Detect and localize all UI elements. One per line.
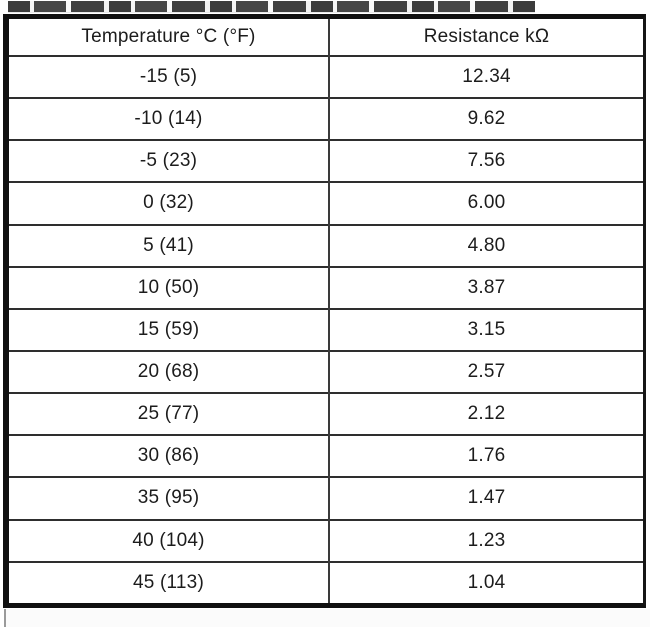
temperature-resistance-table: Temperature °C (°F) Resistance kΩ -15 (5… xyxy=(9,19,643,603)
resistance-cell: 4.80 xyxy=(329,223,643,267)
temperature-column-header: Temperature °C (°F) xyxy=(9,19,330,56)
temperature-cell: 10 (50) xyxy=(9,265,330,309)
resistance-cell: 1.04 xyxy=(329,560,643,603)
resistance-cell: 1.47 xyxy=(329,476,643,520)
resistance-cell: 7.56 xyxy=(329,139,643,183)
resistance-cell: 6.00 xyxy=(329,181,643,225)
table-row: 30 (86) 1.76 xyxy=(9,434,643,478)
resistance-cell: 3.87 xyxy=(329,265,643,309)
resistance-cell: 3.15 xyxy=(329,307,643,351)
table-row: -10 (14) 9.62 xyxy=(9,97,643,141)
temperature-cell: 40 (104) xyxy=(9,518,330,562)
table-row: 45 (113) 1.04 xyxy=(9,560,643,603)
table-row: 25 (77) 2.12 xyxy=(9,392,643,436)
resistance-cell: 12.34 xyxy=(329,54,643,99)
temperature-cell: 20 (68) xyxy=(9,349,330,394)
temperature-cell: 35 (95) xyxy=(9,476,330,520)
resistance-cell: 9.62 xyxy=(329,97,643,141)
resistance-cell: 2.12 xyxy=(329,392,643,436)
table-row: 5 (41) 4.80 xyxy=(9,223,643,267)
cropped-text-fragment xyxy=(8,1,535,13)
resistance-cell: 1.23 xyxy=(329,518,643,562)
table-row: 35 (95) 1.47 xyxy=(9,476,643,520)
temperature-cell: 5 (41) xyxy=(9,223,330,267)
table-header: Temperature °C (°F) Resistance kΩ xyxy=(9,19,643,56)
next-section-partial xyxy=(4,609,650,627)
table-row: 15 (59) 3.15 xyxy=(9,307,643,351)
table-row: 20 (68) 2.57 xyxy=(9,349,643,394)
temperature-cell: 15 (59) xyxy=(9,307,330,351)
temperature-cell: 45 (113) xyxy=(9,560,330,603)
table-body: -15 (5) 12.34 -10 (14) 9.62 -5 (23) 7.56 0 (32… xyxy=(9,54,643,603)
temperature-cell: -10 (14) xyxy=(9,97,330,141)
table-row: 40 (104) 1.23 xyxy=(9,518,643,562)
resistance-cell: 1.76 xyxy=(329,434,643,478)
table-row: -5 (23) 7.56 xyxy=(9,139,643,183)
table-row: 0 (32) 6.00 xyxy=(9,181,643,225)
header-row: Temperature °C (°F) Resistance kΩ xyxy=(9,19,643,56)
resistance-column-header: Resistance kΩ xyxy=(423,26,550,47)
temperature-cell: 25 (77) xyxy=(9,392,330,436)
temperature-cell: -5 (23) xyxy=(9,139,330,183)
temperature-cell: -15 (5) xyxy=(9,54,330,99)
table-row: 10 (50) 3.87 xyxy=(9,265,643,309)
resistance-cell: 2.57 xyxy=(329,349,643,394)
resistance-table-frame: Temperature °C (°F) Resistance kΩ -15 (5… xyxy=(3,14,646,608)
temperature-cell: 0 (32) xyxy=(9,181,330,225)
table-row: -15 (5) 12.34 xyxy=(9,54,643,99)
temperature-cell: 30 (86) xyxy=(9,434,330,478)
